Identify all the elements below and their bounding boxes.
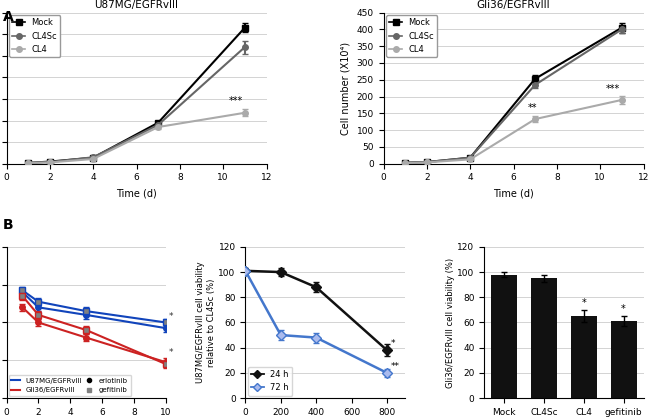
Text: *: * bbox=[621, 304, 626, 314]
Text: A: A bbox=[3, 10, 14, 24]
X-axis label: Time (d): Time (d) bbox=[116, 188, 157, 198]
Legend: U87MG/EGFRvIII, Gli36/EGFRvIII, erlotinib, gefitinib: U87MG/EGFRvIII, Gli36/EGFRvIII, erlotini… bbox=[8, 375, 131, 396]
Bar bbox=[531, 278, 557, 398]
Legend: Mock, CL4Sc, CL4: Mock, CL4Sc, CL4 bbox=[9, 15, 60, 57]
Text: **: ** bbox=[528, 103, 538, 113]
Text: *: * bbox=[169, 312, 174, 321]
Y-axis label: U87MG/EGFRvIII cell viability
relative to CL4Sc (%): U87MG/EGFRvIII cell viability relative t… bbox=[196, 261, 216, 383]
Title: U87MG/EGFRvIII: U87MG/EGFRvIII bbox=[94, 0, 179, 10]
Text: *: * bbox=[391, 339, 395, 349]
Bar bbox=[491, 274, 517, 398]
Y-axis label: Gli36/EGFRvIII cell viability (%): Gli36/EGFRvIII cell viability (%) bbox=[445, 257, 454, 388]
Text: *: * bbox=[169, 348, 174, 357]
Title: Gli36/EGFRvIII: Gli36/EGFRvIII bbox=[476, 0, 551, 10]
X-axis label: Time (d): Time (d) bbox=[493, 188, 534, 198]
Y-axis label: Cell number (X10⁴): Cell number (X10⁴) bbox=[341, 41, 351, 135]
Text: **: ** bbox=[391, 362, 400, 371]
Bar bbox=[571, 316, 597, 398]
Text: B: B bbox=[3, 218, 14, 232]
Bar bbox=[610, 321, 636, 398]
Text: ***: *** bbox=[606, 84, 620, 94]
Legend: Mock, CL4Sc, CL4: Mock, CL4Sc, CL4 bbox=[386, 15, 437, 57]
Text: *: * bbox=[581, 298, 586, 308]
Text: ***: *** bbox=[229, 96, 243, 106]
Legend: 24 h, 72 h: 24 h, 72 h bbox=[248, 367, 292, 396]
